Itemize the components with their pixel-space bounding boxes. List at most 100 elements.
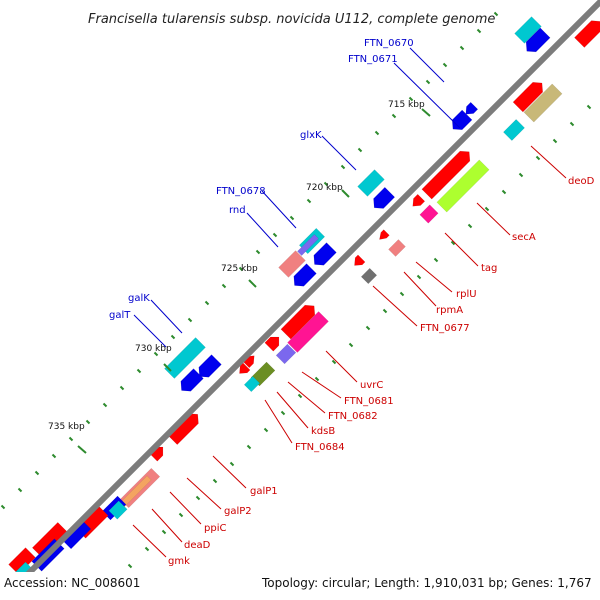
- tick-dot: [212, 478, 218, 484]
- tick-dot: [433, 257, 439, 263]
- gene-label-rpma[interactable]: rpmA: [403, 271, 463, 316]
- tick-dot: [408, 96, 414, 102]
- svg-text:deoD: deoD: [568, 176, 595, 187]
- tick-dot: [306, 198, 312, 204]
- svg-text:rnd: rnd: [229, 205, 246, 216]
- gene-label-ftn0677[interactable]: FTN_0677: [372, 285, 470, 334]
- tick-dot: [187, 317, 193, 323]
- gene-box[interactable]: [164, 337, 206, 379]
- gene-box[interactable]: [198, 354, 222, 378]
- tick-dot: [569, 121, 575, 127]
- tick-dot: [501, 189, 507, 195]
- gene-box[interactable]: [275, 343, 297, 365]
- gene-box[interactable]: [514, 16, 542, 44]
- svg-text:ppiC: ppiC: [204, 523, 226, 534]
- gene-label-rnd[interactable]: rnd: [229, 205, 279, 248]
- tick-dot: [399, 291, 405, 297]
- tick-dot: [586, 104, 592, 110]
- gene-box[interactable]: [243, 375, 261, 393]
- tick-dot: [246, 444, 252, 450]
- tick-dot: [459, 45, 465, 51]
- tick-dot: [425, 79, 431, 85]
- tick-dot: [170, 334, 176, 340]
- svg-text:FTN_0670: FTN_0670: [364, 38, 414, 49]
- svg-text:secA: secA: [512, 232, 536, 243]
- gene-box[interactable]: [419, 204, 439, 224]
- svg-text:glxK: glxK: [300, 130, 322, 141]
- tick-dot: [238, 266, 244, 272]
- gene-box[interactable]: [465, 101, 479, 115]
- gene-label-seca[interactable]: secA: [476, 202, 536, 243]
- svg-text:kdsB: kdsB: [311, 426, 335, 437]
- tick-dot: [518, 172, 524, 178]
- map-title: Francisella tularensis subsp. novicida U…: [88, 12, 495, 27]
- outer-tick-marks: [0, 11, 499, 510]
- gene-label-glxk[interactable]: glxK: [300, 130, 357, 171]
- tick-dot: [51, 453, 57, 459]
- gene-box[interactable]: [287, 311, 329, 353]
- gene-label-tag[interactable]: tag: [444, 232, 497, 274]
- tick-dot: [467, 223, 473, 229]
- svg-text:FTN_0677: FTN_0677: [420, 323, 470, 334]
- gene-box[interactable]: [180, 368, 204, 392]
- kbp-marker-715: 715 kbp: [388, 100, 431, 117]
- gene-label-rplu[interactable]: rplU: [415, 261, 477, 300]
- gene-label-galp1[interactable]: galP1: [212, 455, 278, 497]
- tick-dot: [255, 249, 261, 255]
- inner-tick-marks: [127, 104, 592, 569]
- tick-dot: [289, 215, 295, 221]
- gene-box[interactable]: [523, 83, 563, 123]
- gene-box[interactable]: [293, 263, 317, 287]
- gene-box[interactable]: [264, 336, 280, 352]
- gene-box[interactable]: [503, 119, 525, 141]
- gene-label-ftn0670[interactable]: FTN_0670: [364, 38, 445, 83]
- gene-label-kdsb[interactable]: kdsB: [276, 391, 335, 437]
- gene-label-dead[interactable]: deaD: [151, 508, 211, 551]
- gene-box[interactable]: [360, 267, 378, 285]
- gene-box[interactable]: [108, 500, 128, 520]
- tick-dot: [195, 495, 201, 501]
- gene-label-ppic[interactable]: ppiC: [169, 491, 226, 534]
- gene-label-gmk[interactable]: gmk: [132, 524, 190, 567]
- gene-box[interactable]: [313, 242, 337, 266]
- tick-dot: [144, 546, 150, 552]
- tick-dot: [357, 147, 363, 153]
- gene-box[interactable]: [525, 27, 551, 53]
- gene-label-galp2[interactable]: galP2: [186, 477, 252, 517]
- gene-box[interactable]: [412, 193, 426, 207]
- tick-dot: [484, 206, 490, 212]
- tick-dot: [552, 138, 558, 144]
- gene-box[interactable]: [512, 82, 543, 113]
- gene-label-uvrc[interactable]: uvrC: [325, 350, 383, 391]
- accession-text: Accession: NC_008601: [4, 576, 140, 590]
- tick-dot: [17, 487, 23, 493]
- gene-label-galk[interactable]: galK: [128, 293, 183, 334]
- tick-dot: [221, 283, 227, 289]
- tick-dot: [68, 436, 74, 442]
- gene-label-deod[interactable]: deoD: [530, 145, 595, 187]
- gene-box[interactable]: [280, 304, 316, 340]
- svg-text:tag: tag: [481, 263, 497, 274]
- gene-box[interactable]: [297, 234, 319, 256]
- gene-label-ftn0684[interactable]: FTN_0684: [264, 399, 345, 453]
- svg-text:galK: galK: [128, 293, 150, 304]
- gene-box[interactable]: [373, 186, 396, 209]
- gene-label-ftn0682[interactable]: FTN_0682: [287, 381, 378, 422]
- gene-box[interactable]: [357, 169, 385, 197]
- tick-dot: [136, 368, 142, 374]
- gene-box[interactable]: [379, 229, 390, 240]
- gene-label-galt[interactable]: galT: [109, 310, 167, 348]
- gene-label-ftn0681[interactable]: FTN_0681: [301, 371, 394, 407]
- gene-box[interactable]: [574, 20, 600, 48]
- gene-box[interactable]: [354, 254, 366, 266]
- gene-label-ftn0671[interactable]: FTN_0671: [348, 54, 461, 129]
- gene-box[interactable]: [278, 250, 306, 278]
- svg-text:FTN_0678: FTN_0678: [216, 186, 266, 197]
- tick-dot: [314, 376, 320, 382]
- gene-box[interactable]: [421, 150, 471, 200]
- gene-box[interactable]: [436, 159, 490, 213]
- svg-text:FTN_0681: FTN_0681: [344, 396, 394, 407]
- gene-box[interactable]: [8, 547, 36, 575]
- gene-label-ftn0678[interactable]: FTN_0678: [216, 186, 297, 229]
- gene-box[interactable]: [388, 239, 406, 257]
